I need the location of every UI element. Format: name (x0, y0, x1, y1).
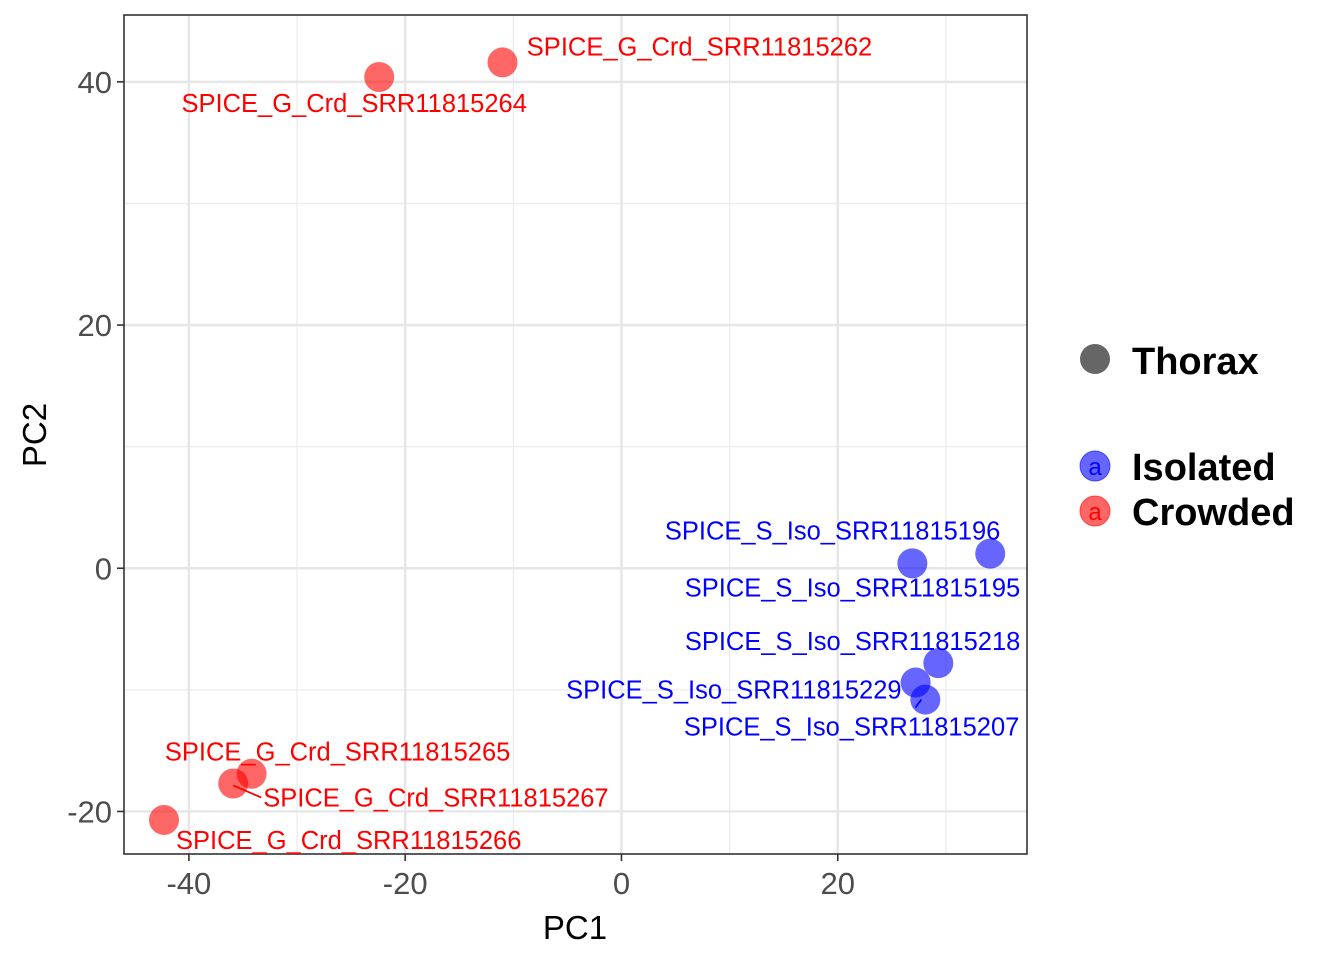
data-point (487, 47, 518, 78)
y-tick-label: 40 (78, 65, 112, 100)
legend-key-glyph: a (1088, 499, 1102, 526)
data-point (910, 684, 941, 715)
data-point (975, 538, 1006, 569)
data-point (923, 648, 954, 679)
point-label: SPICE_S_Iso_SRR11815218 (685, 628, 1021, 656)
y-tick-label: 0 (95, 551, 112, 586)
point-label: SPICE_G_Crd_SRR11815265 (165, 739, 510, 767)
point-label: SPICE_G_Crd_SRR11815262 (527, 33, 872, 61)
point-label: SPICE_G_Crd_SRR11815267 (263, 784, 608, 812)
y-tick-label: 20 (78, 308, 112, 343)
x-axis-label: PC1 (543, 909, 607, 946)
legend-entry-label: Crowded (1132, 492, 1295, 534)
data-point (364, 62, 395, 93)
point-label: SPICE_S_Iso_SRR11815207 (684, 714, 1020, 742)
x-tick-label: -40 (166, 866, 211, 901)
legend-entry-label: Isolated (1132, 447, 1276, 489)
point-label: SPICE_S_Iso_SRR11815229 (566, 677, 902, 705)
point-labels: SPICE_S_Iso_SRR11815196 SPICE_S_Iso_SRR11… (165, 33, 1020, 855)
y-axis-label: PC2 (16, 403, 53, 467)
x-tick-label: 0 (613, 866, 630, 901)
point-label: SPICE_G_Crd_SRR11815266 (176, 827, 521, 855)
legend-shape-title: Thorax (1132, 341, 1259, 383)
point-label: SPICE_S_Iso_SRR11815195 (685, 575, 1021, 603)
grid-lines (124, 15, 1027, 854)
x-tick-label: 20 (821, 866, 855, 901)
data-point (897, 548, 928, 579)
axes: -40 -20 0 20 -20 0 20 40 (67, 65, 855, 901)
legend-key-glyph: a (1088, 454, 1102, 481)
legend-shape-key (1080, 344, 1110, 374)
y-tick-label: -20 (67, 794, 112, 829)
legend: Thorax a Isolated a Crowded (1079, 341, 1295, 534)
point-label: SPICE_S_Iso_SRR11815196 (665, 517, 1001, 545)
legend-key-circle (1079, 450, 1111, 482)
point-label: SPICE_G_Crd_SRR11815264 (182, 90, 527, 118)
data-point (149, 804, 180, 835)
data-points (149, 47, 1006, 835)
x-tick-label: -20 (383, 866, 428, 901)
panel-border (123, 14, 1028, 855)
data-point (218, 768, 249, 799)
legend-key-circle (1079, 495, 1111, 527)
panel-background (124, 15, 1027, 854)
plot-border (123, 14, 1028, 855)
plot-panel (124, 15, 1027, 854)
